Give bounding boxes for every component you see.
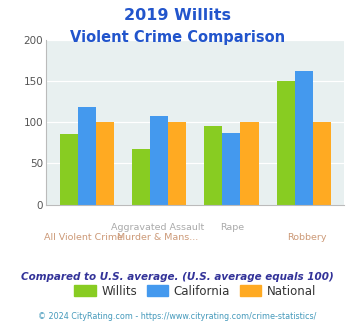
Bar xyxy=(204,126,222,205)
Legend: Willits, California, National: Willits, California, National xyxy=(70,280,321,302)
Bar xyxy=(150,115,168,205)
Bar xyxy=(277,81,295,205)
Text: Violent Crime Comparison: Violent Crime Comparison xyxy=(70,30,285,45)
Text: Rape: Rape xyxy=(220,223,245,232)
Bar xyxy=(240,122,258,205)
Bar xyxy=(78,107,96,205)
Bar xyxy=(96,122,114,205)
Text: 2019 Willits: 2019 Willits xyxy=(124,8,231,23)
Bar xyxy=(168,122,186,205)
Text: All Violent Crime: All Violent Crime xyxy=(44,233,123,242)
Bar xyxy=(222,133,240,205)
Bar xyxy=(295,71,313,205)
Bar xyxy=(60,135,78,205)
Text: Robbery: Robbery xyxy=(287,233,327,242)
Text: Murder & Mans...: Murder & Mans... xyxy=(118,233,198,242)
Bar xyxy=(313,122,331,205)
Bar xyxy=(132,149,150,205)
Text: © 2024 CityRating.com - https://www.cityrating.com/crime-statistics/: © 2024 CityRating.com - https://www.city… xyxy=(38,312,317,321)
Text: Compared to U.S. average. (U.S. average equals 100): Compared to U.S. average. (U.S. average … xyxy=(21,272,334,282)
Text: Aggravated Assault: Aggravated Assault xyxy=(111,223,204,232)
